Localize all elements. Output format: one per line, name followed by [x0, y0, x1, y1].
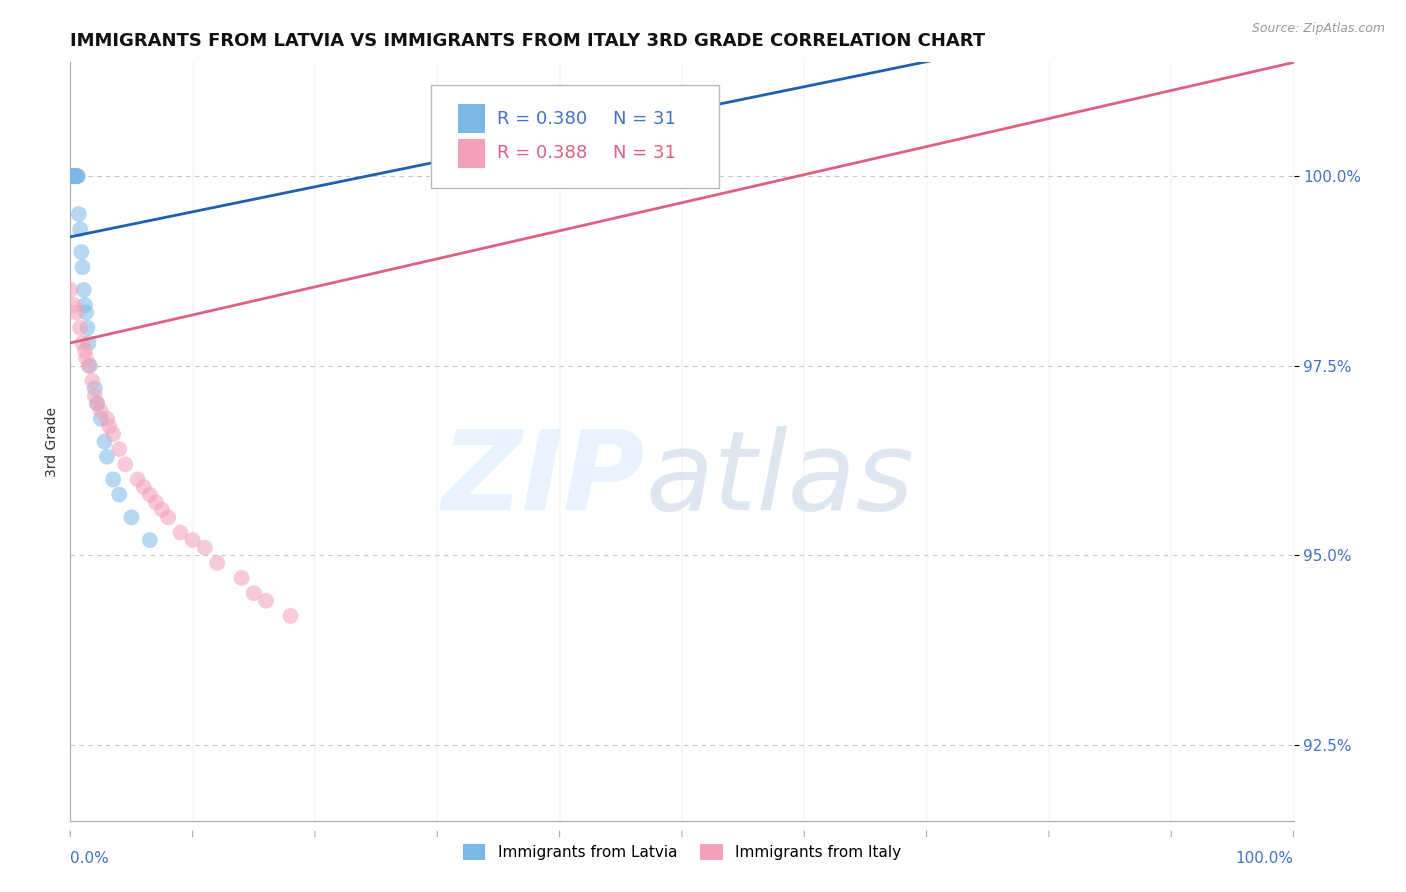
Point — [60, 169, 83, 184]
Point — [76, 321, 98, 335]
Point — [90, 404, 112, 418]
Point — [79, 359, 101, 373]
Point — [75, 351, 97, 366]
Point — [60, 169, 83, 184]
Text: Source: ZipAtlas.com: Source: ZipAtlas.com — [1251, 22, 1385, 36]
Point — [243, 586, 266, 600]
Text: N = 31: N = 31 — [613, 110, 676, 128]
Point — [62, 169, 84, 184]
Point — [72, 336, 94, 351]
Point — [63, 298, 86, 312]
Point — [67, 207, 90, 221]
Point — [66, 169, 89, 184]
Point — [73, 343, 96, 358]
Point — [73, 283, 96, 297]
Point — [108, 442, 131, 456]
Point — [65, 169, 87, 184]
Point — [280, 609, 302, 624]
Point — [132, 480, 155, 494]
Point — [114, 458, 136, 472]
Point — [150, 503, 173, 517]
Point — [98, 419, 121, 434]
Point — [181, 533, 204, 547]
Point — [139, 488, 162, 502]
Point — [59, 169, 82, 184]
Point — [59, 283, 82, 297]
Point — [72, 260, 94, 275]
FancyBboxPatch shape — [432, 85, 718, 187]
Text: N = 31: N = 31 — [613, 145, 676, 162]
Point — [127, 472, 149, 486]
Point — [59, 169, 82, 184]
FancyBboxPatch shape — [458, 139, 485, 168]
Point — [70, 245, 93, 260]
Point — [101, 427, 124, 442]
Point — [83, 389, 105, 403]
Point — [77, 336, 100, 351]
Point — [86, 397, 108, 411]
Point — [254, 593, 277, 607]
Text: R = 0.388: R = 0.388 — [498, 145, 588, 162]
Point — [69, 222, 91, 236]
Text: ZIP: ZIP — [441, 426, 645, 533]
Point — [90, 412, 112, 426]
Point — [62, 169, 84, 184]
Point — [83, 382, 105, 396]
Point — [93, 434, 115, 449]
Text: IMMIGRANTS FROM LATVIA VS IMMIGRANTS FROM ITALY 3RD GRADE CORRELATION CHART: IMMIGRANTS FROM LATVIA VS IMMIGRANTS FRO… — [70, 32, 986, 50]
Y-axis label: 3rd Grade: 3rd Grade — [45, 407, 59, 476]
Point — [121, 510, 143, 524]
Point — [63, 169, 86, 184]
Text: 0.0%: 0.0% — [70, 851, 110, 866]
Text: 100.0%: 100.0% — [1236, 851, 1294, 866]
Point — [86, 397, 108, 411]
Point — [145, 495, 167, 509]
Point — [108, 488, 131, 502]
Point — [169, 525, 191, 540]
Legend: Immigrants from Latvia, Immigrants from Italy: Immigrants from Latvia, Immigrants from … — [457, 838, 907, 866]
Point — [139, 533, 162, 547]
Point — [96, 412, 118, 426]
Point — [66, 169, 89, 184]
Point — [63, 169, 86, 184]
Point — [82, 374, 104, 388]
Point — [231, 571, 253, 585]
FancyBboxPatch shape — [458, 104, 485, 133]
Text: atlas: atlas — [645, 426, 914, 533]
Point — [157, 510, 180, 524]
Point — [77, 359, 100, 373]
Text: R = 0.380: R = 0.380 — [498, 110, 588, 128]
Point — [194, 541, 217, 555]
Point — [101, 472, 124, 486]
Point — [65, 305, 87, 319]
Point — [205, 556, 228, 570]
Point — [96, 450, 118, 464]
Point — [69, 321, 91, 335]
Point — [63, 169, 86, 184]
Point — [75, 305, 97, 319]
Point — [73, 298, 96, 312]
